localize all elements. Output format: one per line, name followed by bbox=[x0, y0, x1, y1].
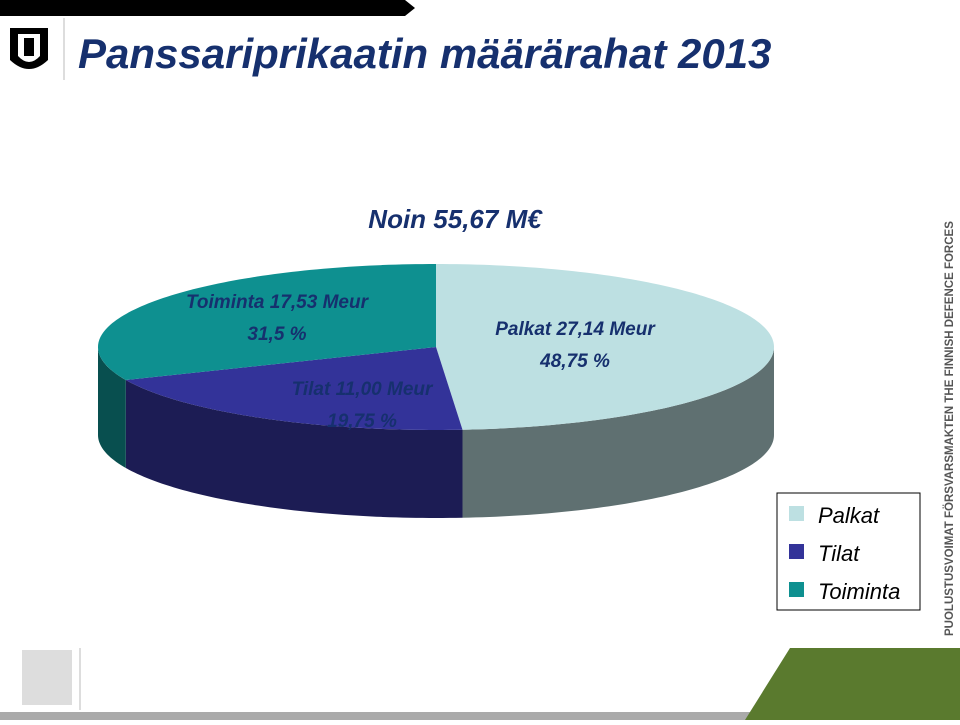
slice bbox=[98, 264, 437, 380]
slice-side bbox=[98, 347, 126, 468]
slide-title: Panssariprikaatin määrärahat 2013 bbox=[78, 30, 771, 77]
footer-logo bbox=[22, 650, 72, 705]
footer-corner bbox=[745, 648, 960, 720]
legend-swatch bbox=[789, 544, 804, 559]
pie bbox=[98, 264, 774, 518]
legend-swatch bbox=[789, 582, 804, 597]
header-bar bbox=[0, 0, 415, 16]
amount-label: Palkat 27,14 Meur bbox=[495, 319, 656, 340]
legend-label: Palkat bbox=[818, 503, 880, 528]
legend-label: Tilat bbox=[818, 541, 860, 566]
value-label: 48,75 % bbox=[539, 351, 610, 372]
sidebar-text: PUOLUSTUSVOIMAT FÖRSVARSMAKTEN THE FINNI… bbox=[943, 221, 956, 636]
amount-label: Tilat 11,00 Meur bbox=[292, 379, 434, 400]
legend-swatch bbox=[789, 506, 804, 521]
value-label: 19,75 % bbox=[327, 411, 397, 432]
amount-label: Toiminta 17,53 Meur bbox=[186, 292, 370, 313]
slice bbox=[125, 347, 463, 430]
logo-helmet bbox=[24, 38, 34, 56]
footer-bar bbox=[0, 712, 960, 720]
slice bbox=[436, 264, 774, 430]
slice-side bbox=[125, 379, 463, 518]
value-label: 31,5 % bbox=[247, 324, 306, 345]
chart-title: Noin 55,67 M€ bbox=[368, 204, 543, 234]
slice-side bbox=[462, 347, 774, 518]
legend-label: Toiminta bbox=[818, 579, 900, 604]
